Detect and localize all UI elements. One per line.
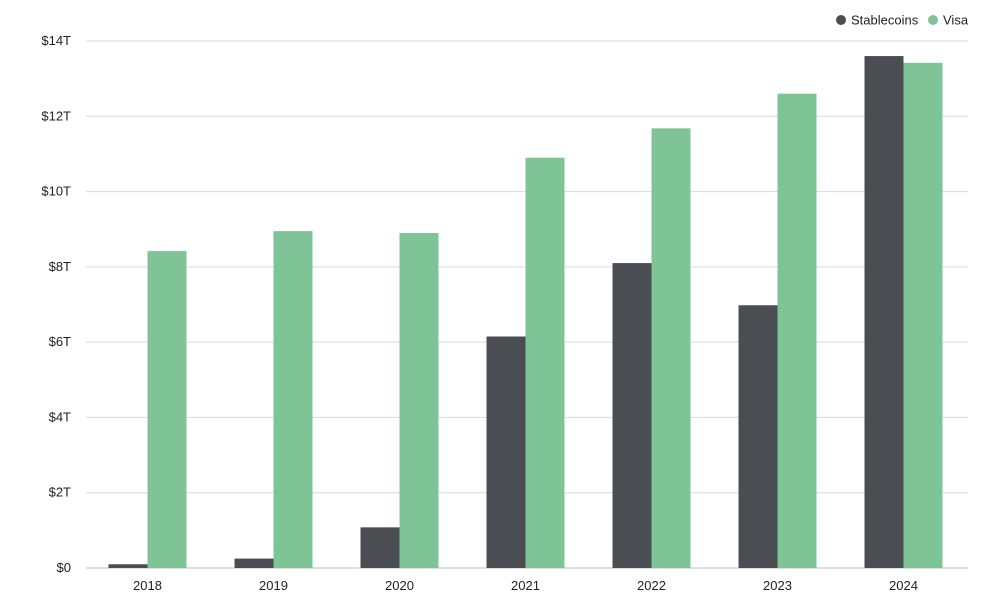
bars bbox=[108, 56, 943, 569]
x-tick-label-2018: 2018 bbox=[133, 578, 162, 593]
y-axis: $0 $2T $4T $6T $8T $10T $12T $14T bbox=[41, 33, 71, 575]
legend-marker-visa bbox=[928, 15, 938, 25]
y-tick-label-1: $2T bbox=[49, 485, 71, 500]
x-tick-label-2023: 2023 bbox=[763, 578, 792, 593]
bar-visa-2020 bbox=[399, 232, 439, 568]
bar-visa-2022 bbox=[651, 128, 691, 568]
y-tick-label-6: $12T bbox=[41, 108, 71, 123]
bar-stablecoins-2018 bbox=[108, 564, 148, 568]
x-tick-label-2020: 2020 bbox=[385, 578, 414, 593]
x-axis: 2018 2019 2020 2021 2022 2023 2024 bbox=[133, 578, 918, 593]
bar-stablecoins-2023 bbox=[738, 305, 778, 568]
legend-label-visa: Visa bbox=[943, 13, 969, 28]
bar-stablecoins-2024 bbox=[864, 56, 904, 569]
y-tick-label-4: $8T bbox=[49, 259, 71, 274]
x-tick-label-2022: 2022 bbox=[637, 578, 666, 593]
x-tick-label-2021: 2021 bbox=[511, 578, 540, 593]
legend-label-stablecoins: Stablecoins bbox=[851, 13, 919, 28]
y-tick-label-7: $14T bbox=[41, 33, 71, 48]
y-tick-label-5: $10T bbox=[41, 184, 71, 199]
legend: Stablecoins Visa bbox=[836, 13, 969, 28]
y-tick-label-3: $6T bbox=[49, 334, 71, 349]
bar-visa-2018 bbox=[147, 251, 187, 568]
bar-stablecoins-2022 bbox=[612, 263, 652, 568]
bar-stablecoins-2019 bbox=[234, 558, 274, 568]
bar-visa-2019 bbox=[273, 231, 313, 568]
y-tick-label-2: $4T bbox=[49, 409, 71, 424]
legend-marker-stablecoins bbox=[836, 15, 846, 25]
x-tick-label-2024: 2024 bbox=[889, 578, 918, 593]
bar-stablecoins-2021 bbox=[486, 336, 526, 568]
y-tick-label-0: $0 bbox=[57, 560, 71, 575]
x-tick-label-2019: 2019 bbox=[259, 578, 288, 593]
bar-visa-2024 bbox=[903, 62, 943, 568]
bar-visa-2021 bbox=[525, 157, 565, 568]
bar-visa-2023 bbox=[777, 93, 817, 568]
bar-stablecoins-2020 bbox=[360, 527, 400, 568]
